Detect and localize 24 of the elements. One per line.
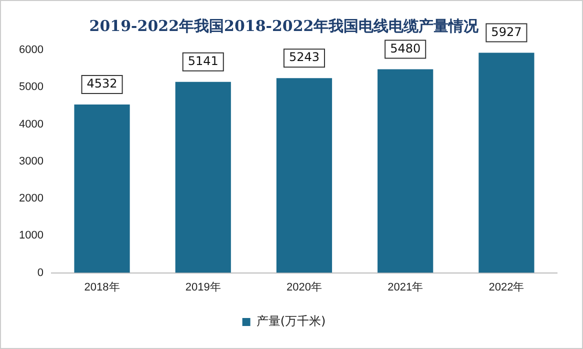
y-tick-label: 5000 (18, 81, 44, 94)
x-tick-label: 2018年 (84, 281, 120, 294)
y-tick-label: 0 (37, 266, 44, 279)
data-label: 5141 (188, 54, 218, 68)
y-tick-label: 6000 (18, 44, 44, 56)
bar (175, 82, 231, 273)
x-tick-label: 2019年 (185, 281, 221, 294)
data-label: 5480 (390, 41, 421, 56)
bar (74, 104, 130, 273)
y-tick-label: 2000 (18, 192, 44, 205)
chart-title: 2019-2022年我国2018-2022年我国电线电缆产量情况 (89, 16, 480, 35)
x-tick-label: 2022年 (488, 281, 524, 294)
x-tick-label: 2021年 (388, 281, 424, 294)
legend-label: 产量(万千米) (256, 314, 326, 328)
bar (276, 78, 332, 273)
y-tick-label: 4000 (18, 118, 44, 130)
y-tick-label: 3000 (18, 155, 44, 168)
bar (478, 52, 534, 273)
x-tick-label: 2020年 (286, 281, 322, 294)
data-label: 5243 (288, 50, 320, 64)
data-label: 5927 (491, 24, 522, 39)
y-tick-label: 1000 (18, 230, 44, 242)
bar (378, 69, 434, 273)
data-label: 4532 (86, 76, 118, 91)
